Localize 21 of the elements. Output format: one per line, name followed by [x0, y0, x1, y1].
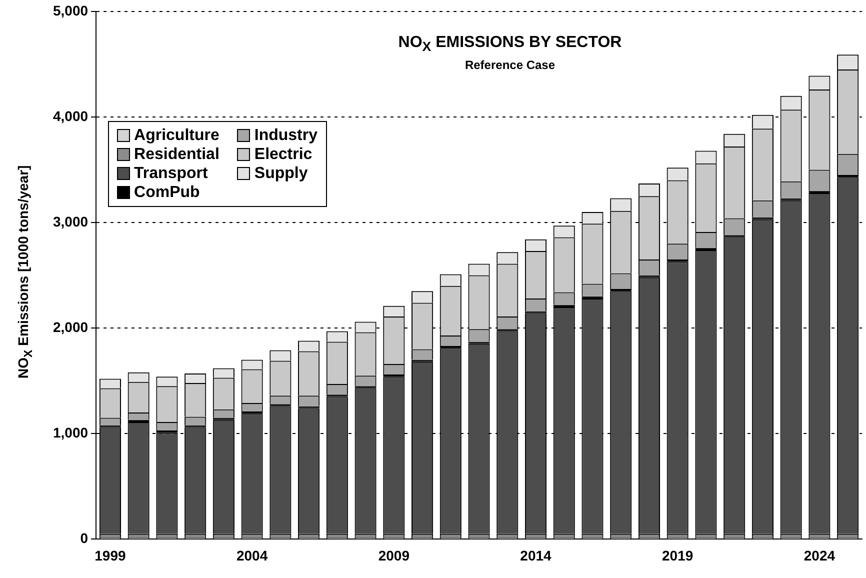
x-tick-label: 2019 [662, 547, 694, 564]
x-tick-label: 2009 [378, 547, 410, 564]
x-tick-label: 2024 [804, 547, 836, 564]
legend-label: Transport [134, 164, 208, 184]
text: NO$_{X}$ EMISSIONS BY SECTOR [397, 34, 623, 54]
y-tick-label: 0 [80, 530, 88, 546]
x-tick-label: 1999 [94, 547, 126, 564]
y-tick-label: 3,000 [52, 213, 88, 230]
x-tick-label: 2014 [520, 547, 552, 564]
y-tick-label: 2,000 [52, 318, 88, 335]
y-tick-label: 1,000 [52, 424, 88, 440]
text: Reference Case [464, 58, 556, 72]
legend-label: Supply [254, 164, 308, 184]
legend-label: ComPub [134, 183, 200, 202]
x-tick-label: 2004 [236, 547, 268, 564]
legend-label: Residential [134, 145, 220, 164]
legend-label: Electric [254, 145, 312, 164]
y-tick-label: 4,000 [52, 108, 88, 124]
legend-label: Agriculture [134, 126, 220, 146]
legend-label: Industry [254, 126, 318, 146]
y-tick-label: 5,000 [52, 2, 88, 18]
